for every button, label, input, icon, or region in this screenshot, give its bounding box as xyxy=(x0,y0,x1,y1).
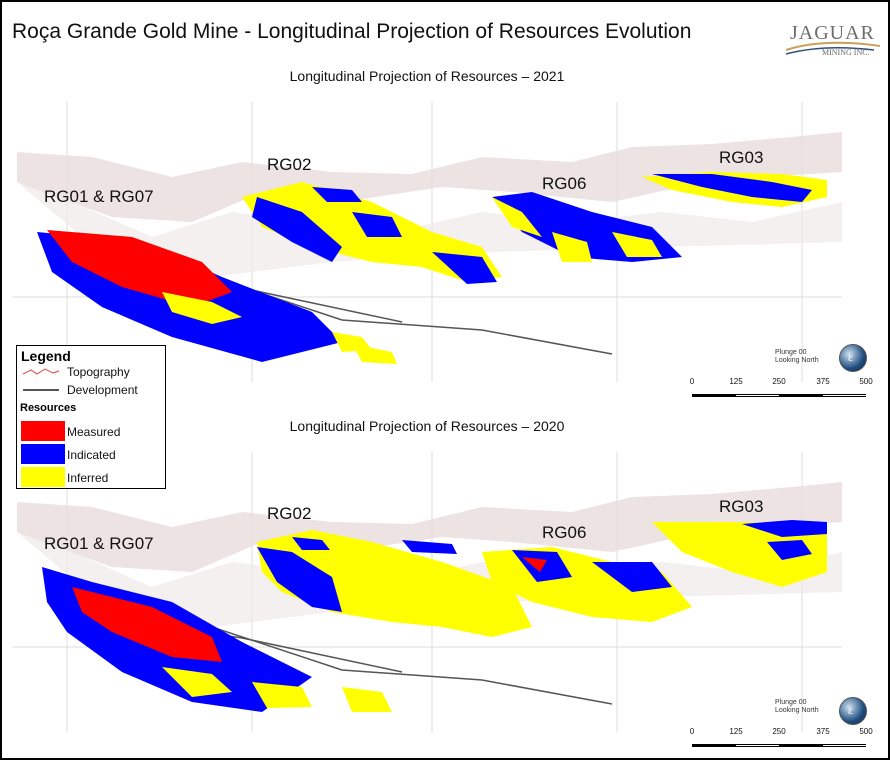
plunge-line-2: Looking North xyxy=(775,707,819,714)
projection-panel-2021: Longitudinal Projection of Resources – 2… xyxy=(12,62,882,397)
scale-tick: 375 xyxy=(816,727,830,736)
legend-development: Development xyxy=(67,383,138,397)
scale-tick: 250 xyxy=(772,377,786,386)
jaguar-logo: JAGUAR MINING INC. xyxy=(784,16,884,66)
plunge-line-2: Looking North xyxy=(775,357,819,364)
indicated-swatch xyxy=(21,444,65,464)
plunge-line-1: Plunge 00 xyxy=(775,699,807,706)
scale-tick: 375 xyxy=(816,377,830,386)
panel-title: Longitudinal Projection of Resources – 2… xyxy=(289,68,565,84)
scale-tick: 0 xyxy=(689,377,695,386)
legend-box: Legend Topography Development Resources … xyxy=(16,345,166,489)
logo-word: JAGUAR xyxy=(790,22,875,44)
logo-subtitle: MINING INC. xyxy=(822,48,870,57)
scale-tick: 125 xyxy=(729,377,743,386)
scale-tick: 0 xyxy=(689,727,695,736)
label-rg03: RG03 xyxy=(719,497,764,516)
scale-tick: 500 xyxy=(859,727,873,736)
label-rg06: RG06 xyxy=(542,174,587,193)
projection-panel-2020: Longitudinal Projection of Resources – 2… xyxy=(12,412,882,747)
label-rg03: RG03 xyxy=(719,148,764,167)
legend-resources-heading: Resources xyxy=(20,402,77,414)
figure-title: Roça Grande Gold Mine - Longitudinal Pro… xyxy=(12,20,692,43)
label-rg02: RG02 xyxy=(267,504,312,523)
inferred-swatch xyxy=(21,467,65,487)
scale-tick: 125 xyxy=(729,727,743,736)
label-rg01-rg07: RG01 & RG07 xyxy=(44,534,154,553)
plunge-note: Plunge 00 Looking North xyxy=(775,349,819,365)
legend-topography: Topography xyxy=(67,365,130,379)
topography-line-icon xyxy=(22,368,60,375)
label-rg01-rg07: RG01 & RG07 xyxy=(44,187,154,206)
scale-bar: 0 125 250 375 500 xyxy=(689,727,873,757)
compass-icon: ε xyxy=(839,697,867,725)
plunge-line-1: Plunge 00 xyxy=(775,349,807,356)
plunge-note: Plunge 00 Looking North xyxy=(775,699,819,715)
legend-title: Legend xyxy=(21,348,71,364)
projection-drawing xyxy=(12,102,842,382)
scale-tick: 500 xyxy=(859,377,873,386)
logo-swoosh-icon xyxy=(785,41,881,55)
label-rg02: RG02 xyxy=(267,155,312,174)
projection-drawing xyxy=(12,452,842,732)
scale-bar: 0 125 250 375 500 xyxy=(689,377,873,407)
measured-swatch xyxy=(21,421,65,441)
legend-measured: Measured xyxy=(67,425,121,439)
label-rg06: RG06 xyxy=(542,523,587,542)
legend-inferred: Inferred xyxy=(67,471,109,485)
compass-icon: ε xyxy=(839,344,867,372)
scale-tick: 250 xyxy=(772,727,786,736)
panel-title: Longitudinal Projection of Resources – 2… xyxy=(289,418,565,434)
development-line-icon xyxy=(23,389,59,391)
legend-indicated: Indicated xyxy=(67,448,116,462)
